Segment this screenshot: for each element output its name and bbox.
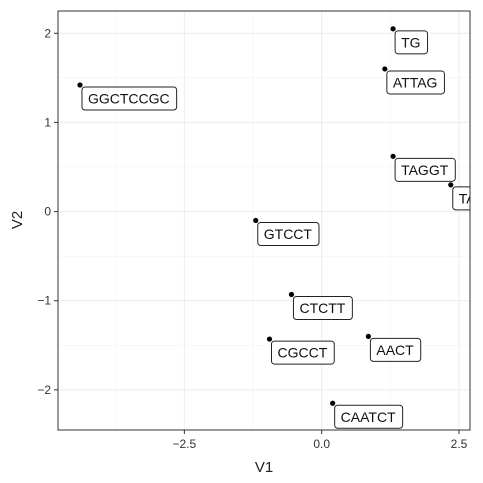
data-point <box>330 401 335 406</box>
data-point <box>448 182 453 187</box>
point-label: TAGGT <box>401 162 449 178</box>
point-label: CTCTT <box>299 300 345 316</box>
y-tick-label: −1 <box>37 294 51 308</box>
data-point-group: GTCCT <box>253 218 319 246</box>
x-tick-label: 0.0 <box>313 437 330 451</box>
point-label: TA <box>459 190 477 206</box>
data-point <box>390 26 395 31</box>
data-point-group: GGCTCCGC <box>77 82 176 110</box>
x-tick-label: 2.5 <box>451 437 468 451</box>
y-tick-label: −2 <box>37 383 51 397</box>
point-label: ATTAG <box>393 74 438 90</box>
y-axis-ticks: −2 −1 0 1 2 <box>37 26 58 397</box>
data-point <box>366 334 371 339</box>
y-tick-label: 0 <box>44 205 51 219</box>
point-label: CGCCT <box>277 345 327 361</box>
y-tick-label: 2 <box>44 26 51 40</box>
point-label: TG <box>401 34 420 50</box>
data-point-group: CTCTT <box>289 292 352 320</box>
data-point-group: CGCCT <box>267 336 334 364</box>
x-axis-ticks: −2.5 0.0 2.5 <box>172 430 467 451</box>
data-point-group: CAATCT <box>330 401 403 429</box>
data-point <box>289 292 294 297</box>
data-point <box>253 218 258 223</box>
y-axis-title: V2 <box>9 211 26 229</box>
point-label: CAATCT <box>341 409 396 425</box>
x-tick-label: −2.5 <box>172 437 196 451</box>
data-point <box>382 66 387 71</box>
data-point-group: AACT <box>366 334 421 362</box>
point-label: AACT <box>376 342 414 358</box>
y-tick-label: 1 <box>44 115 51 129</box>
point-label: GGCTCCGC <box>88 90 170 106</box>
point-label: GTCCT <box>264 226 313 242</box>
data-point <box>390 154 395 159</box>
data-point <box>267 336 272 341</box>
data-point-group: TAGGT <box>390 154 455 182</box>
data-point-group: ATTAG <box>382 66 444 94</box>
x-axis-title: V1 <box>255 459 273 476</box>
data-point <box>77 82 82 87</box>
